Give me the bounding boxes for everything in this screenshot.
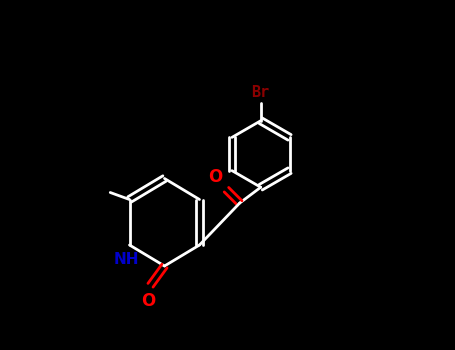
Text: Br: Br	[252, 85, 270, 100]
Text: O: O	[141, 292, 156, 309]
Text: O: O	[208, 168, 222, 186]
Text: NH: NH	[114, 252, 139, 267]
